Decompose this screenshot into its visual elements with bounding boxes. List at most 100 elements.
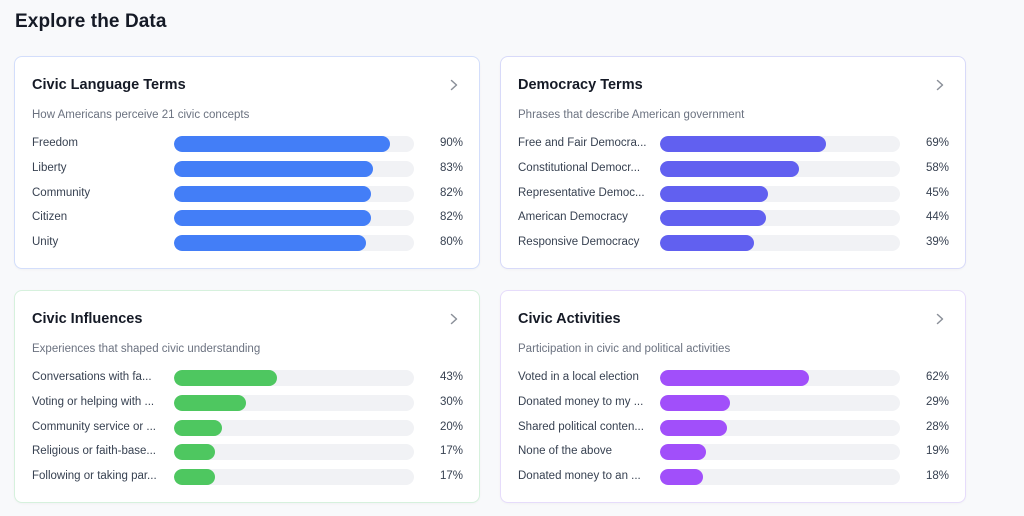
card-democracy-terms[interactable]: Democracy Terms Phrases that describe Ame… xyxy=(500,56,966,269)
bar-track xyxy=(660,235,900,252)
bar-fill xyxy=(174,419,222,436)
bar-label: Citizen xyxy=(32,211,68,224)
bar-fill xyxy=(660,160,800,177)
card-title: Democracy Terms xyxy=(518,77,643,93)
bar-label: Responsive Democracy xyxy=(518,236,640,249)
bar-fill xyxy=(174,136,390,152)
bar-row: Freedom 90% xyxy=(32,136,463,161)
bar-value: 62% xyxy=(925,371,949,383)
bar-value: 44% xyxy=(925,211,949,224)
bar-track xyxy=(660,394,900,411)
bar-row: Community service or ... 20% xyxy=(32,419,463,445)
bar-value: 83% xyxy=(439,161,463,174)
bar-label: American Democracy xyxy=(518,211,628,224)
bar-fill xyxy=(660,469,704,486)
bar-label: None of the above xyxy=(518,445,612,458)
bar-label: Representative Democ... xyxy=(518,186,645,199)
bar-row: Voting or helping with ... 30% xyxy=(32,394,463,420)
bar-value: 20% xyxy=(439,420,463,433)
bar-label: Shared political conten... xyxy=(518,420,644,433)
bar-row: Voted in a local election 62% xyxy=(518,370,949,395)
bar-track xyxy=(660,370,900,386)
chevron-right-icon[interactable] xyxy=(447,311,461,327)
bar-fill xyxy=(660,136,826,152)
bar-label: Unity xyxy=(32,236,59,249)
bar-fill xyxy=(174,444,215,461)
bar-label: Voted in a local election xyxy=(518,371,639,383)
bar-track xyxy=(660,160,900,177)
bar-list: Voted in a local election 62% Donated mone… xyxy=(518,370,949,494)
bar-fill xyxy=(660,444,706,461)
bar-track xyxy=(174,370,414,386)
bar-fill xyxy=(660,210,766,227)
bar-track xyxy=(174,210,414,227)
card-subtitle: Participation in civic and political act… xyxy=(518,343,731,355)
bar-value: 82% xyxy=(439,186,463,199)
bar-value: 69% xyxy=(925,137,949,149)
chevron-right-icon[interactable] xyxy=(933,311,947,327)
bar-value: 82% xyxy=(439,211,463,224)
bar-track xyxy=(660,185,900,202)
bar-track xyxy=(660,419,900,436)
card-title: Civic Activities xyxy=(518,311,621,327)
bar-list: Freedom 90% Liberty 83% Community 82% Citizen 8… xyxy=(32,136,463,260)
bar-track xyxy=(174,136,414,152)
bar-row: Conversations with fa... 43% xyxy=(32,370,463,395)
bar-label: Voting or helping with ... xyxy=(32,395,155,408)
chevron-right-icon[interactable] xyxy=(933,77,947,93)
bar-list: Conversations with fa... 43% Voting or hel… xyxy=(32,370,463,494)
card-title: Civic Influences xyxy=(32,311,143,327)
bar-fill xyxy=(660,185,768,202)
card-civic-language-terms[interactable]: Civic Language Terms How Americans percei… xyxy=(14,56,480,269)
bar-value: 45% xyxy=(925,186,949,199)
bar-row: Community 82% xyxy=(32,185,463,211)
chevron-right-icon[interactable] xyxy=(447,77,461,93)
bar-label: Free and Fair Democra... xyxy=(518,137,647,149)
bar-fill xyxy=(174,210,371,227)
bar-fill xyxy=(174,235,366,252)
bar-track xyxy=(660,469,900,486)
bar-row: Donated money to my ... 29% xyxy=(518,394,949,420)
bar-label: Constitutional Democr... xyxy=(518,161,641,174)
page-title: Explore the Data xyxy=(15,11,167,32)
card-civic-influences[interactable]: Civic Influences Experiences that shaped … xyxy=(14,290,480,503)
bar-row: Religious or faith-base... 17% xyxy=(32,444,463,469)
bar-row: Donated money to an ... 18% xyxy=(518,469,949,494)
bar-track xyxy=(174,444,414,461)
bar-label: Community xyxy=(32,186,91,199)
bar-track xyxy=(660,210,900,227)
bar-track xyxy=(174,160,414,177)
bar-label: Liberty xyxy=(32,161,67,174)
card-title: Civic Language Terms xyxy=(32,77,186,93)
bar-fill xyxy=(660,419,728,436)
bar-label: Freedom xyxy=(32,137,79,149)
bar-value: 17% xyxy=(439,445,463,458)
bar-value: 29% xyxy=(925,395,949,408)
bar-value: 90% xyxy=(439,137,463,149)
bar-fill xyxy=(174,160,374,177)
bar-fill xyxy=(174,469,215,486)
bar-row: Free and Fair Democra... 69% xyxy=(518,136,949,161)
bar-value: 18% xyxy=(925,470,949,483)
bar-fill xyxy=(174,394,246,411)
bar-fill xyxy=(660,370,809,386)
bar-track xyxy=(174,419,414,436)
card-subtitle: Experiences that shaped civic understand… xyxy=(32,343,261,355)
card-subtitle: How Americans perceive 21 civic concepts xyxy=(32,109,250,121)
bar-row: Shared political conten... 28% xyxy=(518,419,949,445)
bar-value: 17% xyxy=(439,470,463,483)
bar-list: Free and Fair Democra... 69% Constitutiona… xyxy=(518,136,949,260)
bar-track xyxy=(660,136,900,152)
bar-row: None of the above 19% xyxy=(518,444,949,469)
bar-row: American Democracy 44% xyxy=(518,210,949,235)
bar-row: Unity 80% xyxy=(32,235,463,260)
bar-fill xyxy=(660,394,730,411)
bar-label: Religious or faith-base... xyxy=(32,445,157,458)
bar-label: Donated money to my ... xyxy=(518,395,644,408)
card-civic-activities[interactable]: Civic Activities Participation in civic a… xyxy=(500,290,966,503)
bar-value: 43% xyxy=(439,371,463,383)
bar-row: Following or taking par... 17% xyxy=(32,469,463,494)
bar-label: Donated money to an ... xyxy=(518,470,641,483)
card-subtitle: Phrases that describe American governmen… xyxy=(518,109,745,121)
bar-value: 28% xyxy=(925,420,949,433)
